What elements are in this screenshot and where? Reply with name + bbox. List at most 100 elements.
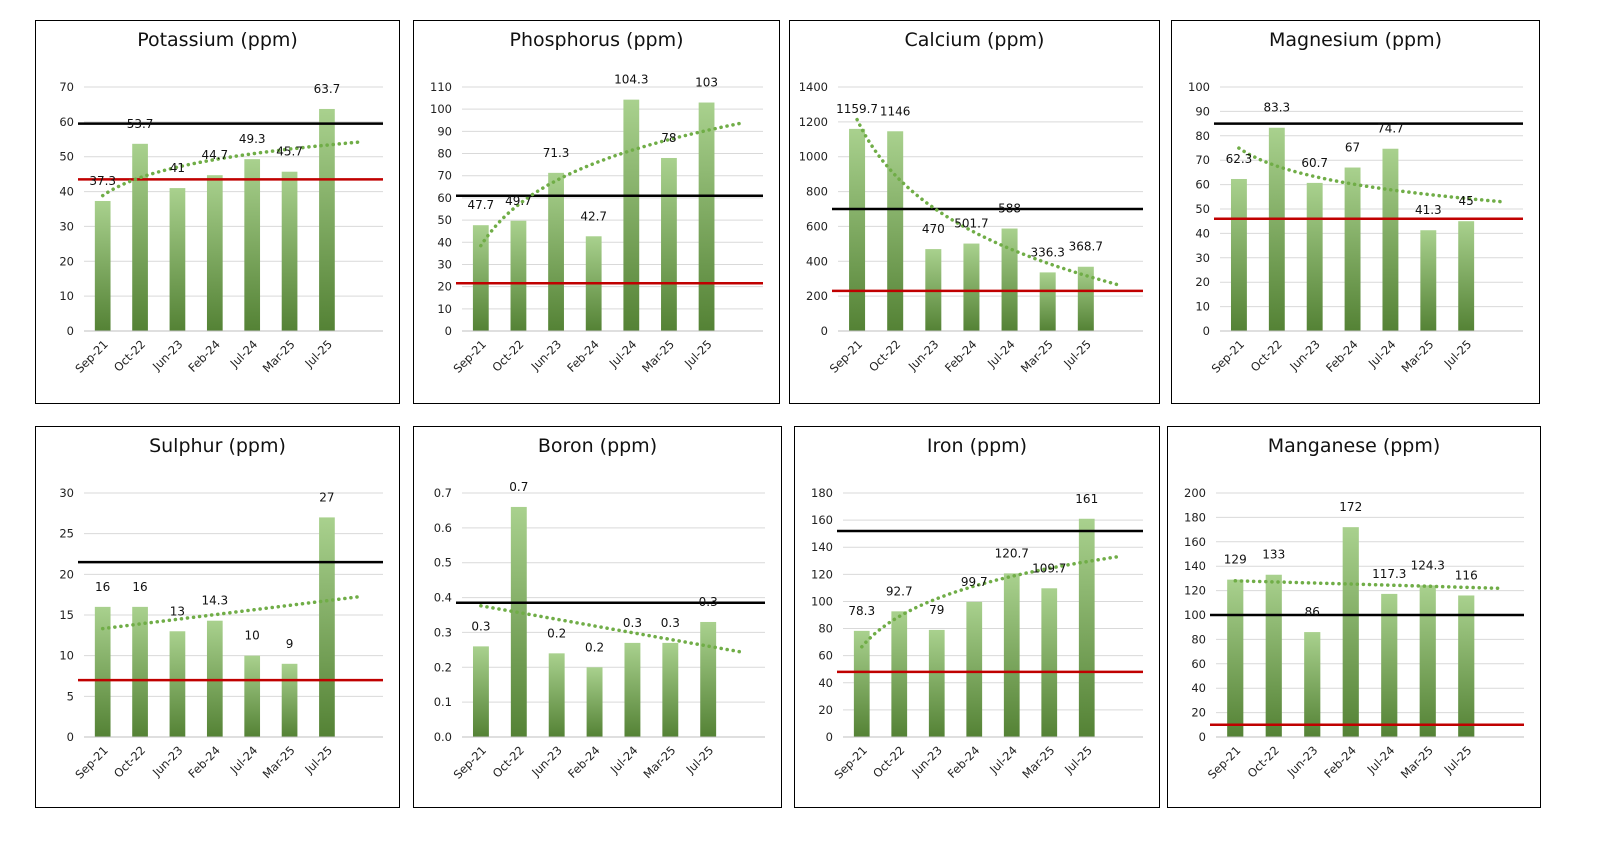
y-tick-label: 160 [811,513,833,527]
data-label: 0.2 [547,626,566,640]
bar [206,175,223,331]
x-tick-label: Feb-24 [565,743,603,781]
data-label: 83.3 [1263,101,1290,115]
data-label: 41 [170,161,185,175]
y-tick-label: 20 [437,280,452,294]
bar [1265,574,1282,737]
data-label: 16 [132,580,147,594]
data-label: 92.7 [886,584,913,598]
x-tick-label: Mar-25 [640,743,678,781]
y-tick-label: 50 [59,150,74,164]
y-tick-label: 80 [1191,632,1206,646]
y-tick-label: 10 [59,289,74,303]
y-tick-label: 120 [1184,584,1206,598]
y-tick-label: 70 [437,169,452,183]
x-tick-label: Oct-22 [111,743,148,780]
bar [1268,127,1285,331]
y-tick-label: 60 [1191,657,1206,671]
bar [132,143,148,331]
data-label: 1146 [880,104,911,118]
x-tick-label: Sep-21 [450,337,489,376]
x-tick-label: Jun-23 [528,743,565,780]
x-tick-label: Feb-24 [942,337,980,375]
bar [244,159,261,331]
chart-panel: Phosphorus (ppm) 0 10 20 30 40 50 60 70 80 90 100 11… [413,20,780,404]
y-tick-label: 10 [437,302,452,316]
x-tick-label: Mar-25 [1398,337,1436,375]
data-label: 49.3 [239,132,266,146]
y-tick-label: 50 [1195,202,1210,216]
y-tick-label: 100 [1188,80,1210,94]
y-tick-label: 200 [1184,486,1206,500]
x-tick-label: Jul-24 [227,337,261,371]
chart-panel: Potassium (ppm) 0 10 20 30 40 50 60 70 37.3 53.7 41… [35,20,400,404]
y-tick-label: 0.3 [434,625,452,639]
y-tick-label: 0 [1203,324,1210,338]
data-label: 74.7 [1377,122,1404,136]
data-label: 47.7 [467,198,494,212]
chart-panel: Manganese (ppm) 0 20 40 60 80 100 120 140 160 180 2… [1167,426,1541,808]
bar [94,200,111,331]
bar [928,629,945,737]
data-label: 124.3 [1411,558,1445,572]
y-tick-label: 90 [437,124,452,138]
y-tick-label: 0.0 [434,730,452,744]
chart-svg: 0 10 20 30 40 50 60 70 80 90 100 110 47.7 49.7 71.3 42.… [430,73,763,376]
y-tick-label: 180 [811,486,833,500]
data-label: 49.7 [505,194,532,208]
y-tick-label: 40 [818,676,833,690]
y-tick-label: 600 [806,219,828,233]
x-tick-label: Sep-21 [72,337,111,376]
data-label: 71.3 [543,146,570,160]
chart-svg: 0 20 40 60 80 100 120 140 160 180 78.3 92.7 79 99.7 12… [811,486,1143,782]
data-label: 0.3 [699,595,718,609]
x-tick-label: Feb-24 [564,337,602,375]
y-tick-label: 0 [821,324,828,338]
x-tick-label: Mar-25 [1019,743,1057,781]
trendline [855,117,1122,287]
x-tick-label: Mar-25 [260,743,298,781]
trendline [100,594,363,631]
x-tick-label: Jun-23 [149,743,186,780]
bar [1003,573,1020,737]
x-tick-label: Jul-25 [1441,743,1475,777]
x-tick-label: Sep-21 [827,337,866,376]
bar [472,646,489,737]
bar [586,667,603,737]
data-label: 10 [245,629,260,643]
data-label: 501.7 [954,217,988,231]
x-tick-label: Mar-25 [1398,743,1436,781]
x-tick-label: Jul-25 [301,337,335,371]
chart-svg: 0 10 20 30 40 50 60 70 37.3 53.7 41 44.7 49.3 45.7 63.… [59,80,383,376]
y-tick-label: 0.2 [434,660,452,674]
y-tick-label: 60 [437,191,452,205]
chart-title: Sulphur (ppm) [149,435,286,457]
data-label: 78.3 [848,604,875,618]
data-label: 103 [695,76,718,90]
y-tick-label: 70 [1195,153,1210,167]
bar [1420,230,1437,331]
data-label: 117.3 [1372,567,1406,581]
x-tick-label: Jul-25 [1060,337,1094,371]
bar [1382,148,1399,331]
y-tick-label: 60 [59,115,74,129]
trendline [1233,579,1503,591]
x-tick-label: Jul-25 [1061,743,1095,777]
chart-title: Magnesium (ppm) [1268,29,1443,51]
bar [510,220,527,331]
x-tick-label: Jul-24 [986,743,1020,777]
chart-title: Phosphorus (ppm) [509,29,684,51]
bar [891,611,908,737]
bar [887,131,904,331]
bar [94,606,111,737]
bar [548,172,564,331]
data-label: 13 [170,604,185,618]
data-label: 37.3 [89,174,116,188]
y-tick-label: 0.7 [434,486,452,500]
y-tick-label: 20 [1195,275,1210,289]
y-tick-label: 0 [1199,730,1206,744]
x-tick-label: Oct-22 [1245,743,1282,780]
y-tick-label: 0.4 [434,591,452,605]
chart-title: Calcium (ppm) [904,29,1045,51]
y-tick-label: 140 [1184,559,1206,573]
